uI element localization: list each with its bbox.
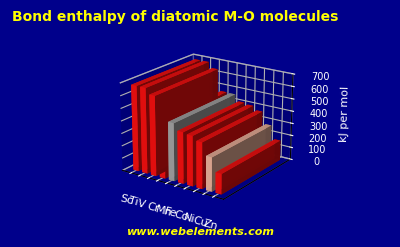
Text: Bond enthalpy of diatomic M-O molecules: Bond enthalpy of diatomic M-O molecules xyxy=(12,10,338,24)
Text: www.webelements.com: www.webelements.com xyxy=(126,227,274,237)
